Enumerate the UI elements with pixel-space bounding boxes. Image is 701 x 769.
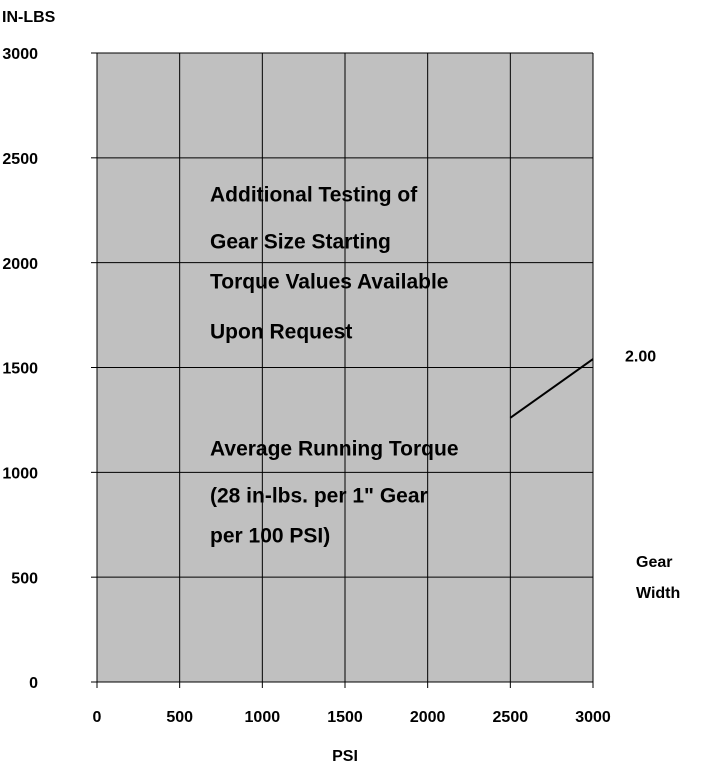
annotation: per 100 PSI) <box>210 525 330 548</box>
annotation: Additional Testing of <box>210 184 418 207</box>
x-tick-label: 1500 <box>327 709 363 726</box>
y-tick-label: 0 <box>29 675 38 692</box>
y-tick-label: 3000 <box>2 46 38 63</box>
x-tick-label: 500 <box>166 709 193 726</box>
y-tick-label: 1000 <box>2 466 38 483</box>
annotation: Torque Values Available <box>210 271 448 294</box>
x-tick-label: 1000 <box>245 709 281 726</box>
annotation: Gear Size Starting <box>210 231 391 254</box>
x-tick-label: 2000 <box>410 709 446 726</box>
y-tick-label: 1500 <box>2 361 38 378</box>
y-tick-label: 2000 <box>2 256 38 273</box>
annotation: Upon Request <box>210 321 352 344</box>
y-tick-label: 500 <box>11 570 38 587</box>
annotation: Average Running Torque <box>210 438 459 461</box>
legend-title: Width <box>636 585 680 602</box>
legend-title: Gear <box>636 554 672 571</box>
x-tick-label: 0 <box>93 709 102 726</box>
line <box>509 358 594 419</box>
y-tick-label: 2500 <box>2 151 38 168</box>
annotation: (28 in-lbs. per 1" Gear <box>210 485 428 508</box>
y-axis-label: IN-LBS <box>2 9 56 26</box>
legend-label: 2.00 <box>625 348 656 365</box>
x-axis-label: PSI <box>332 748 358 765</box>
x-tick-label: 2500 <box>493 709 529 726</box>
x-tick-label: 3000 <box>575 709 611 726</box>
